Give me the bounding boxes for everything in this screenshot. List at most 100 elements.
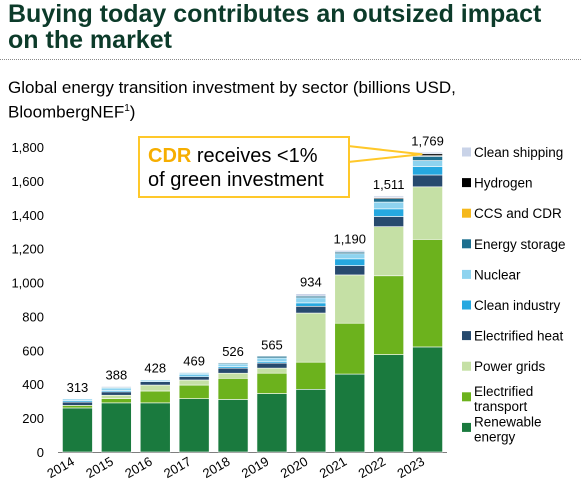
bar-segment (178, 372, 210, 374)
bar-segment (139, 384, 171, 392)
bar-segment (178, 398, 210, 453)
x-tick-label: 2019 (239, 454, 272, 481)
bar-segment (62, 398, 93, 401)
x-tick-label: 2018 (200, 454, 233, 481)
chart-title-footnote: 1 (124, 103, 130, 114)
y-tick-label: 1,400 (11, 208, 44, 223)
bar-segment (373, 195, 404, 198)
bar-segment (373, 354, 404, 453)
bar-segment (334, 258, 366, 266)
callout-pointer (347, 145, 423, 163)
bar-segment (334, 250, 366, 253)
y-tick-label: 400 (22, 377, 44, 392)
y-tick-label: 200 (22, 411, 44, 426)
x-tick-label: 2017 (161, 454, 194, 481)
legend-swatch (462, 178, 471, 188)
x-tick-label: 2022 (356, 454, 389, 481)
legend-label: Nuclear (474, 267, 521, 282)
legend-label: Energy storage (474, 237, 566, 252)
legend-swatch (462, 422, 471, 432)
x-tick-label: 2016 (122, 454, 155, 481)
bar-segment (217, 377, 249, 400)
x-tick-label: 2021 (317, 454, 350, 481)
bar-segment (295, 389, 327, 453)
total-label: 526 (222, 344, 244, 359)
bar-segment (101, 387, 132, 391)
title-divider (0, 59, 581, 61)
bar-segment (373, 216, 404, 227)
bar-segment (178, 384, 210, 399)
cdr-callout: CDR receives <1% of green investment (138, 136, 350, 198)
total-label: 469 (183, 354, 205, 369)
bar-segment (412, 166, 443, 176)
legend-label: Electrified heat (474, 329, 564, 344)
legend-label: Power grids (474, 359, 546, 374)
chart-title-end: ) (129, 102, 136, 122)
bar-segment (373, 226, 404, 277)
bar-segment (139, 390, 171, 404)
bar-segment (373, 198, 404, 203)
bar-segment (256, 393, 288, 453)
bar-segment (101, 402, 132, 453)
total-label: 428 (144, 360, 166, 375)
bar-segment (412, 174, 443, 188)
y-tick-label: 1,000 (11, 276, 44, 291)
bar-segment (334, 265, 366, 276)
callout-line2: of green investment (148, 169, 324, 191)
bar-segment (217, 363, 249, 367)
total-label: 934 (300, 275, 322, 290)
y-tick-label: 600 (22, 343, 44, 358)
total-label: 1,511 (373, 177, 405, 192)
bar-segment (334, 274, 366, 324)
bar-segment (412, 186, 443, 240)
legend-label: transport (474, 399, 528, 414)
bar-segment (295, 302, 327, 307)
bar-segment (412, 156, 443, 161)
bar-segment (217, 362, 249, 365)
total-label: 1,190 (333, 231, 366, 246)
bar-segment (217, 367, 249, 374)
x-tick-label: 2015 (83, 454, 116, 481)
chart-title: Global energy transition investment by s… (8, 77, 478, 123)
bar-segment (295, 312, 327, 363)
bar-segment (412, 160, 443, 167)
chart-title-text: Global energy transition investment by s… (8, 78, 456, 122)
total-label: 388 (105, 367, 127, 382)
legend-label: Clean shipping (474, 145, 563, 160)
page-title: Buying today contributes an outsized imp… (8, 0, 542, 54)
bar-segment (295, 293, 327, 297)
bar-segment (334, 253, 366, 260)
bar-segment (101, 394, 132, 399)
bar-segment (412, 239, 443, 348)
bar-segment (295, 361, 327, 390)
total-label: 1,769 (411, 133, 444, 148)
legend-swatch (462, 147, 471, 157)
bar-segment (256, 355, 288, 359)
bar-segment (139, 402, 171, 453)
legend-swatch (462, 269, 471, 279)
bar-segment (295, 297, 327, 304)
bar-segment (256, 362, 288, 369)
y-tick-label: 0 (37, 445, 44, 460)
y-tick-label: 1,600 (11, 174, 44, 189)
bar-segment (62, 401, 93, 406)
legend-swatch (462, 208, 471, 218)
bar-segment (178, 376, 210, 381)
x-tick-label: 2023 (395, 454, 428, 481)
callout-highlight: CDR (148, 145, 192, 167)
legend-label: Clean industry (474, 298, 561, 313)
legend-label: CCS and CDR (474, 206, 562, 221)
legend-label: Renewable (474, 414, 542, 429)
bar-segment (217, 372, 249, 379)
total-label: 313 (67, 380, 89, 395)
bar-segment (373, 208, 404, 217)
y-tick-label: 1,200 (11, 242, 44, 257)
bar-segment (373, 275, 404, 355)
bar-segment (217, 399, 249, 453)
legend-swatch (462, 392, 471, 402)
total-label: 565 (261, 337, 283, 352)
bar-segment (256, 367, 288, 374)
bar-segment (139, 379, 171, 381)
bar-segment (334, 373, 366, 453)
